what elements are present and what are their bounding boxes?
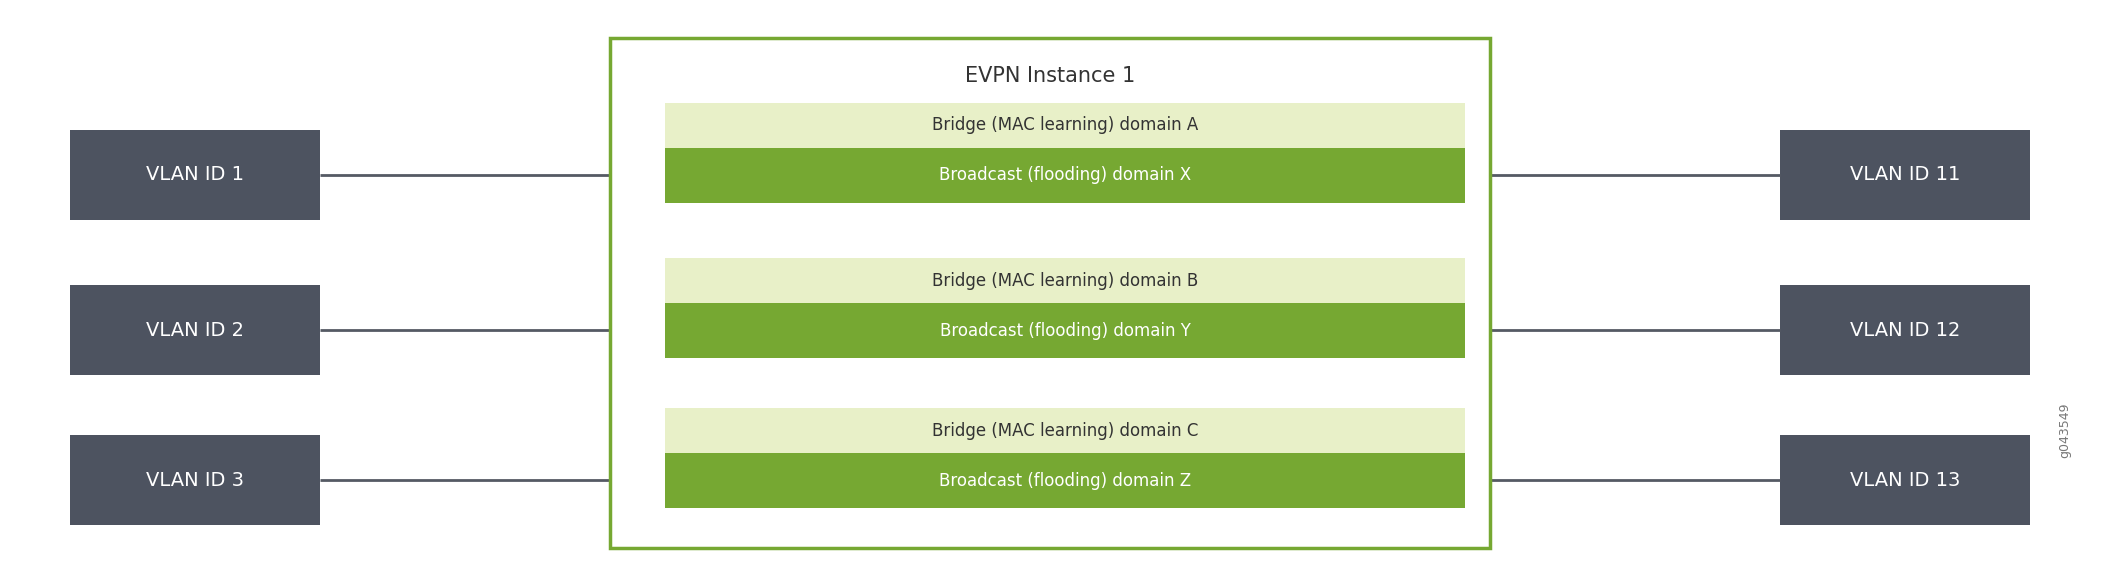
Text: Broadcast (flooding) domain X: Broadcast (flooding) domain X: [939, 166, 1191, 184]
FancyBboxPatch shape: [69, 285, 319, 375]
FancyBboxPatch shape: [666, 408, 1464, 453]
Text: VLAN ID 1: VLAN ID 1: [145, 165, 244, 184]
Text: Broadcast (flooding) domain Z: Broadcast (flooding) domain Z: [939, 472, 1191, 490]
Text: VLAN ID 12: VLAN ID 12: [1849, 321, 1960, 339]
Text: Bridge (MAC learning) domain A: Bridge (MAC learning) domain A: [933, 117, 1198, 135]
FancyBboxPatch shape: [69, 130, 319, 220]
FancyBboxPatch shape: [666, 258, 1464, 303]
FancyBboxPatch shape: [666, 303, 1464, 358]
Text: VLAN ID 13: VLAN ID 13: [1849, 470, 1960, 490]
FancyBboxPatch shape: [69, 435, 319, 525]
Text: Bridge (MAC learning) domain C: Bridge (MAC learning) domain C: [933, 422, 1198, 440]
FancyBboxPatch shape: [666, 148, 1464, 203]
Text: g043549: g043549: [2059, 403, 2072, 458]
Text: Bridge (MAC learning) domain B: Bridge (MAC learning) domain B: [933, 271, 1198, 289]
FancyBboxPatch shape: [666, 103, 1464, 148]
FancyBboxPatch shape: [1780, 285, 2030, 375]
Text: VLAN ID 11: VLAN ID 11: [1849, 165, 1960, 184]
Text: Broadcast (flooding) domain Y: Broadcast (flooding) domain Y: [939, 321, 1191, 339]
FancyBboxPatch shape: [666, 453, 1464, 508]
FancyBboxPatch shape: [1780, 130, 2030, 220]
Text: VLAN ID 3: VLAN ID 3: [145, 470, 244, 490]
FancyBboxPatch shape: [1780, 435, 2030, 525]
Text: EVPN Instance 1: EVPN Instance 1: [964, 66, 1135, 86]
Text: VLAN ID 2: VLAN ID 2: [145, 321, 244, 339]
